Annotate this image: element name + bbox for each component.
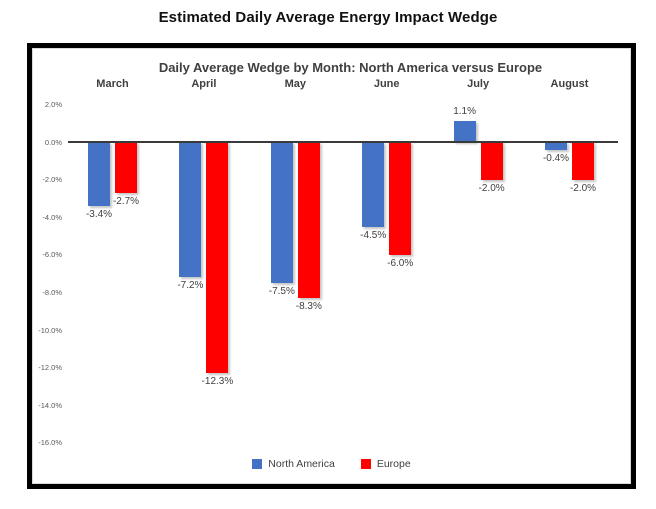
legend-swatch-icon	[360, 459, 371, 469]
month-label: May	[284, 78, 306, 90]
y-tick-label: 0.0%	[44, 137, 62, 147]
y-tick-label: -10.0%	[38, 325, 62, 335]
chart-frame: Daily Average Wedge by Month: North Amer…	[27, 43, 636, 489]
bar-europe	[389, 142, 412, 255]
data-label: -6.0%	[387, 257, 414, 269]
y-tick-label: -4.0%	[42, 212, 62, 222]
data-label: -2.7%	[112, 195, 140, 207]
month-label: July	[467, 78, 490, 90]
bar-north-america	[88, 142, 110, 206]
y-tick-label: -8.0%	[42, 287, 62, 297]
data-label: -7.5%	[268, 286, 295, 297]
y-tick-label: -16.0%	[38, 438, 62, 448]
data-label: -2.0%	[478, 182, 505, 194]
bar-north-america	[453, 121, 476, 142]
y-tick-label: -14.0%	[38, 400, 62, 410]
legend: North America Europe	[32, 458, 631, 470]
zero-axis-line	[68, 141, 618, 143]
data-label: -7.2%	[177, 280, 204, 292]
bar-europe	[115, 142, 137, 193]
y-tick-label: -12.0%	[38, 363, 62, 373]
legend-label: North America	[268, 458, 335, 470]
data-label: 1.1%	[453, 106, 476, 118]
bar-north-america	[270, 142, 293, 283]
data-label: -4.5%	[360, 229, 387, 241]
bar-north-america	[545, 142, 567, 150]
legend-label: Europe	[376, 458, 411, 470]
month-label: June	[373, 78, 400, 90]
bar-north-america	[362, 142, 385, 227]
y-tick-label: 2.0%	[44, 99, 62, 109]
bar-europe	[572, 142, 594, 180]
bar-europe	[206, 142, 229, 374]
data-label: -8.3%	[295, 301, 322, 313]
month-label: March	[96, 78, 129, 90]
legend-item: Europe	[360, 458, 411, 470]
bar-europe	[297, 142, 320, 299]
month-label: August	[550, 78, 589, 90]
data-label: -12.3%	[201, 376, 234, 388]
y-tick-label: -6.0%	[42, 250, 62, 260]
legend-swatch-icon	[252, 459, 263, 469]
chart-title: Daily Average Wedge by Month: North Amer…	[158, 60, 543, 75]
bar-north-america	[179, 142, 202, 278]
data-label: -2.0%	[569, 182, 597, 194]
page-title: Estimated Daily Average Energy Impact We…	[158, 9, 498, 26]
data-label: -3.4%	[85, 208, 113, 220]
month-label: April	[191, 78, 217, 90]
data-label: -0.4%	[542, 152, 570, 164]
y-tick-label: -2.0%	[42, 175, 62, 185]
bar-europe	[480, 142, 503, 180]
legend-item: North America	[252, 458, 335, 470]
